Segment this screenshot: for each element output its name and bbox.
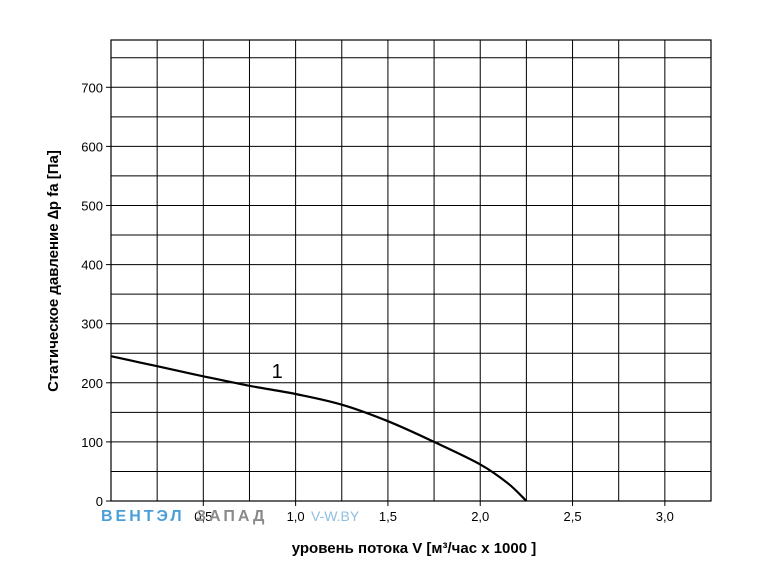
y-tick-label: 0: [96, 494, 103, 509]
watermark-brand-gray: ЗАПАД: [196, 508, 267, 525]
y-tick-label: 600: [81, 139, 103, 154]
x-tick-label: 2,0: [471, 509, 489, 524]
x-tick-label: 0,5: [194, 509, 212, 524]
x-tick-label: 1,0: [287, 509, 305, 524]
y-tick-label: 400: [81, 258, 103, 273]
series-line: [110, 355, 528, 502]
axis-ticks: 0 100 200 300 400 500 600 700 0,5 1,0 1,5 2,0 2,5 3,0: [81, 80, 674, 524]
x-tick-label: 1,5: [379, 509, 397, 524]
y-tick-label: 200: [81, 376, 103, 391]
x-tick-label: 2,5: [563, 509, 581, 524]
y-tick-label: 100: [81, 435, 103, 450]
x-tick-label: 3,0: [656, 509, 674, 524]
series-layer: [110, 355, 528, 502]
y-tick-label: 700: [81, 80, 103, 95]
y-tick-label: 300: [81, 317, 103, 332]
x-axis-label: уровень потока V [м³/час х 1000 ]: [292, 540, 537, 557]
watermark-site: V-W.BY: [311, 508, 360, 524]
watermark: ВЕНТЭЛ ЗАПАД V-W.BY: [101, 508, 360, 525]
plot-frame: [110, 39, 712, 502]
y-tick-label: 500: [81, 198, 103, 213]
curve-label: 1: [272, 361, 283, 383]
watermark-brand-blue: ВЕНТЭЛ: [101, 508, 185, 525]
y-axis-label: Статическое давление ∆p fa [Па]: [45, 150, 62, 392]
grid: [110, 39, 712, 502]
